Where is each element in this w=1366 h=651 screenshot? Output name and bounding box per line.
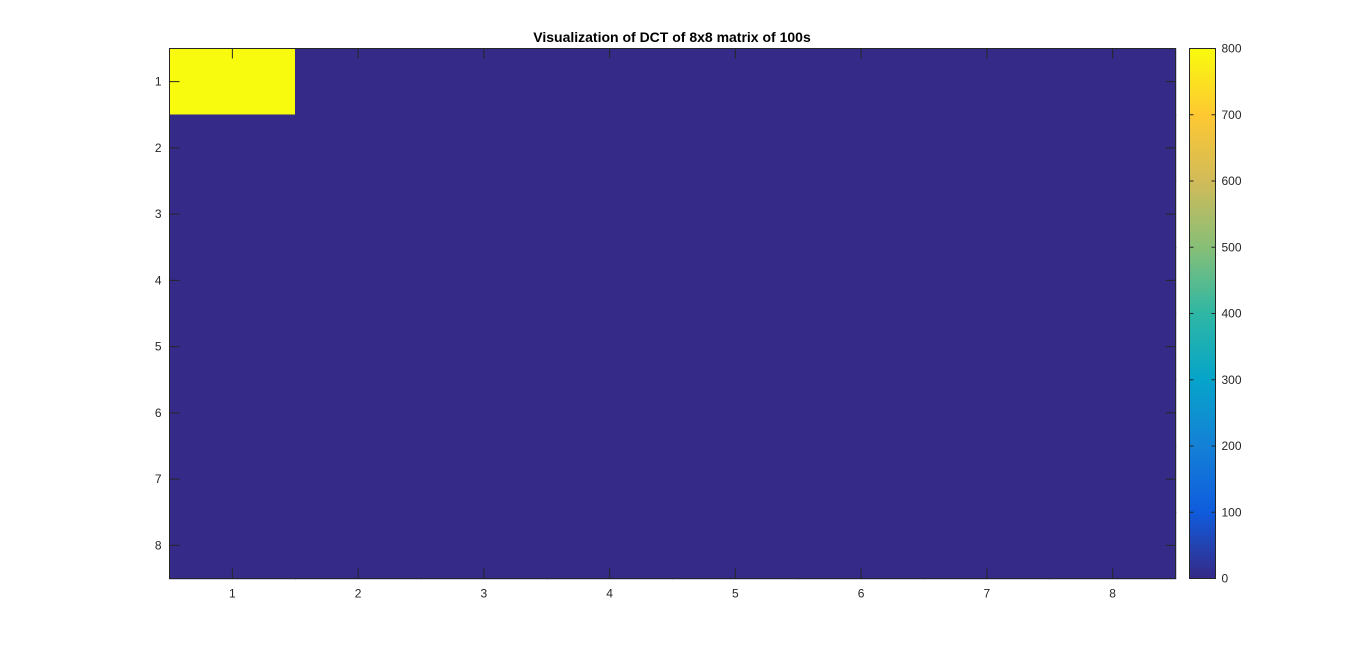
heatmap-cells (169, 48, 1177, 580)
colorbar-tick-label: 500 (1222, 240, 1242, 254)
heatmap-cell-8-5 (672, 512, 799, 580)
x-tick-label: 1 (229, 587, 236, 601)
heatmap-cell-1-8 (1049, 48, 1177, 116)
heatmap-cell-5-8 (1049, 313, 1177, 381)
heatmap-cell-8-1 (169, 512, 296, 580)
x-tick-label: 2 (355, 587, 362, 601)
heatmap-cell-2-3 (420, 114, 548, 182)
heatmap-cell-4-2 (295, 247, 422, 315)
x-tick-label: 3 (481, 587, 488, 601)
heatmap-cell-2-1 (169, 114, 296, 182)
y-tick-label: 2 (155, 141, 162, 155)
chart-title: Visualization of DCT of 8x8 matrix of 10… (533, 29, 811, 45)
heatmap-cell-6-2 (295, 379, 422, 447)
heatmap-cell-6-4 (546, 379, 674, 447)
heatmap-cell-2-7 (923, 114, 1051, 182)
heatmap-cell-6-8 (1049, 379, 1177, 447)
y-tick-label: 7 (155, 472, 162, 486)
colorbar-tick-label: 200 (1222, 439, 1242, 453)
y-tick-label: 3 (155, 207, 162, 221)
x-tick-label: 5 (732, 587, 739, 601)
heatmap-cell-6-5 (672, 379, 799, 447)
heatmap-cell-5-3 (420, 313, 548, 381)
x-tick-label: 6 (858, 587, 865, 601)
heatmap-cell-2-8 (1049, 114, 1177, 182)
heatmap-cell-7-3 (420, 445, 548, 513)
heatmap-cell-3-6 (798, 180, 925, 248)
heatmap-cell-2-6 (798, 114, 925, 182)
colorbar: 0 100 200 300 400 500 600 700 800 (1189, 42, 1242, 586)
heatmap-cell-6-6 (798, 379, 925, 447)
heatmap-cell-5-6 (798, 313, 925, 381)
heatmap-cell-4-5 (672, 247, 799, 315)
heatmap-cell-4-3 (420, 247, 548, 315)
y-tick-label: 5 (155, 340, 162, 354)
colorbar-tick-label: 400 (1222, 307, 1242, 321)
heatmap-cell-8-8 (1049, 512, 1177, 580)
heatmap-cell-1-4 (546, 48, 674, 116)
heatmap-cell-3-1 (169, 180, 296, 248)
colorbar-tick-label: 700 (1222, 108, 1242, 122)
heatmap-cell-1-2 (295, 48, 422, 116)
heatmap-cell-7-8 (1049, 445, 1177, 513)
heatmap-cell-4-8 (1049, 247, 1177, 315)
heatmap-cell-7-5 (672, 445, 799, 513)
heatmap-cell-5-4 (546, 313, 674, 381)
heatmap-cell-4-6 (798, 247, 925, 315)
heatmap-cell-5-2 (295, 313, 422, 381)
heatmap-cell-3-3 (420, 180, 548, 248)
heatmap-cell-3-5 (672, 180, 799, 248)
heatmap-cell-7-1 (169, 445, 296, 513)
heatmap-cell-5-1 (169, 313, 296, 381)
y-tick-label: 1 (155, 75, 162, 89)
heatmap-cell-6-1 (169, 379, 296, 447)
colorbar-tick-label: 800 (1222, 42, 1242, 56)
heatmap-cell-5-5 (672, 313, 799, 381)
heatmap-cell-2-2 (295, 114, 422, 182)
x-axis: 1 2 3 4 5 6 7 8 (229, 48, 1116, 601)
heatmap-cell-4-4 (546, 247, 674, 315)
x-tick-label: 7 (984, 587, 991, 601)
heatmap-cell-2-4 (546, 114, 674, 182)
heatmap-cell-8-7 (923, 512, 1051, 580)
heatmap-cell-7-7 (923, 445, 1051, 513)
colorbar-tick-label: 0 (1222, 572, 1229, 586)
heatmap-cell-4-1 (169, 247, 296, 315)
heatmap-cell-1-5 (672, 48, 799, 116)
heatmap-cell-5-7 (923, 313, 1051, 381)
colorbar-tick-label: 300 (1222, 373, 1242, 387)
heatmap-cell-8-6 (798, 512, 925, 580)
colorbar-tick-label: 600 (1222, 174, 1242, 188)
heatmap-cell-6-3 (420, 379, 548, 447)
heatmap-cell-1-7 (923, 48, 1051, 116)
heatmap-cell-1-1 (169, 48, 296, 116)
heatmap-cell-3-8 (1049, 180, 1177, 248)
heatmap-cell-7-6 (798, 445, 925, 513)
x-tick-label: 4 (606, 587, 613, 601)
heatmap-cell-8-2 (295, 512, 422, 580)
heatmap-cell-2-5 (672, 114, 799, 182)
heatmap-cell-1-6 (798, 48, 925, 116)
heatmap-cell-8-4 (546, 512, 674, 580)
heatmap-cell-3-2 (295, 180, 422, 248)
heatmap-cell-8-3 (420, 512, 548, 580)
heatmap-cell-4-7 (923, 247, 1051, 315)
heatmap-cell-7-4 (546, 445, 674, 513)
heatmap-cell-6-7 (923, 379, 1051, 447)
colorbar-tick-label: 100 (1222, 505, 1242, 519)
plot-area-frame (169, 48, 1176, 579)
y-axis: 1 2 3 4 5 6 7 8 (155, 75, 1176, 552)
heatmap-cell-3-7 (923, 180, 1051, 248)
heatmap-cell-3-4 (546, 180, 674, 248)
y-tick-label: 6 (155, 406, 162, 420)
x-tick-label: 8 (1109, 587, 1116, 601)
y-tick-label: 8 (155, 538, 162, 552)
heatmap-cell-7-2 (295, 445, 422, 513)
y-tick-label: 4 (155, 273, 162, 287)
colorbar-ticks: 0 100 200 300 400 500 600 700 800 (1189, 42, 1242, 586)
heatmap-cell-1-3 (420, 48, 548, 116)
